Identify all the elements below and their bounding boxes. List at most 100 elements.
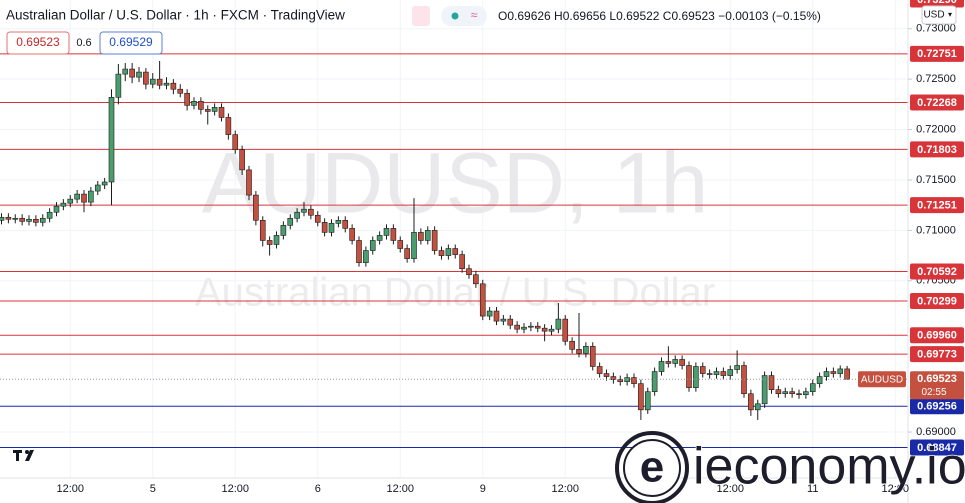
candle-body xyxy=(108,96,115,183)
candle-body xyxy=(830,371,837,374)
candle-body xyxy=(541,327,548,332)
level-label: 0.72751 xyxy=(917,48,957,60)
candle-body xyxy=(438,250,445,256)
logo-ring xyxy=(615,431,689,503)
candle-body xyxy=(651,371,658,392)
candle-body xyxy=(665,361,672,364)
candle-body xyxy=(548,328,555,332)
level-label: 0.73290 xyxy=(917,0,957,6)
y-tick-label: 0.71000 xyxy=(916,224,956,236)
last-price-label: 0.69523 xyxy=(917,373,957,385)
candle-body xyxy=(754,403,761,411)
candle-body xyxy=(479,283,486,317)
candle-body xyxy=(589,346,596,367)
x-tick-label: 12:00 xyxy=(881,483,909,495)
watermark-name: Australian Dollar / U.S. Dollar xyxy=(195,271,715,315)
candle-body xyxy=(149,78,156,85)
candle-body xyxy=(569,340,575,350)
candle-body xyxy=(225,117,232,135)
candle-body xyxy=(603,373,610,377)
level-label: 0.71803 xyxy=(917,144,957,156)
candle-body xyxy=(253,194,259,221)
candle-body xyxy=(466,268,472,276)
candle-body xyxy=(424,230,431,241)
level-label-bg xyxy=(910,263,964,280)
candle-body xyxy=(713,371,720,375)
candle-body xyxy=(26,218,32,222)
candle-body xyxy=(211,107,218,112)
ohlc-values: O0.69626 H0.69656 L0.69522 C0.69523 −0.0… xyxy=(498,9,821,23)
candle-body xyxy=(734,365,740,370)
candle-body xyxy=(280,225,287,236)
candle-body xyxy=(555,318,562,330)
status-dot xyxy=(451,12,459,20)
candle-body xyxy=(418,232,424,241)
candle-body xyxy=(644,391,651,411)
candle-body xyxy=(583,346,589,354)
candle-body xyxy=(94,184,101,192)
last-price-bg xyxy=(910,371,964,400)
currency-select[interactable] xyxy=(921,5,957,25)
candle-body xyxy=(46,211,53,219)
candle-body xyxy=(259,219,266,241)
candle-body xyxy=(101,181,108,186)
y-tick-label: 0.69000 xyxy=(916,426,956,438)
status-pill[interactable] xyxy=(441,6,487,26)
candle-body xyxy=(775,389,782,395)
level-label: 0.69256 xyxy=(917,401,957,413)
candle-body xyxy=(699,366,706,374)
level-label: 0.70299 xyxy=(917,295,957,307)
candle-body xyxy=(122,68,129,75)
buy-price: 0.69529 xyxy=(109,35,153,49)
candle-body xyxy=(617,379,624,382)
level-label-bg xyxy=(910,45,964,62)
candle-body xyxy=(390,228,397,241)
candle-body xyxy=(81,193,87,203)
x-tick-label: 9 xyxy=(480,483,486,495)
x-tick-label: 12:00 xyxy=(386,483,414,495)
candle-body xyxy=(163,82,170,86)
candle-body xyxy=(796,393,802,396)
level-label-bg xyxy=(910,197,964,214)
flag-button[interactable] xyxy=(412,6,430,26)
buy-button[interactable] xyxy=(99,31,163,55)
candle-body xyxy=(693,366,699,388)
y-tick-label: 0.71500 xyxy=(916,174,956,186)
y-tick-label: 0.72000 xyxy=(916,123,956,135)
candle-body xyxy=(287,217,294,226)
logo-part xyxy=(16,450,19,461)
candle-body xyxy=(658,361,665,372)
candle-body xyxy=(115,73,122,98)
level-label-bg xyxy=(910,327,964,344)
candle-body xyxy=(562,318,569,342)
candle-body xyxy=(768,375,775,390)
candle-body xyxy=(727,369,734,376)
candle-body xyxy=(789,391,795,395)
candle-body xyxy=(720,371,727,376)
candle-body xyxy=(596,366,603,374)
candle-body xyxy=(349,228,355,241)
level-label-bg xyxy=(910,439,964,456)
candle-body xyxy=(239,149,245,171)
tradingview-logo xyxy=(13,450,34,461)
candle-body xyxy=(782,391,789,395)
candle-body xyxy=(67,198,74,204)
candle-body xyxy=(816,376,823,384)
sell-button[interactable] xyxy=(6,31,70,55)
logo-part xyxy=(25,450,34,461)
candle-body xyxy=(321,222,328,233)
candle-body xyxy=(156,78,163,86)
symbol-label: AUDUSD xyxy=(861,374,903,385)
candle-body xyxy=(184,92,190,106)
candle-body xyxy=(486,310,493,317)
x-tick-label: 12:00 xyxy=(716,483,744,495)
candle-body xyxy=(631,377,637,384)
candle-body xyxy=(610,376,617,380)
candle-body xyxy=(431,230,438,251)
y-tick-label: 0.73000 xyxy=(916,23,956,35)
candle-body xyxy=(528,325,534,328)
candle-body xyxy=(301,208,307,213)
candle-body xyxy=(521,326,527,330)
